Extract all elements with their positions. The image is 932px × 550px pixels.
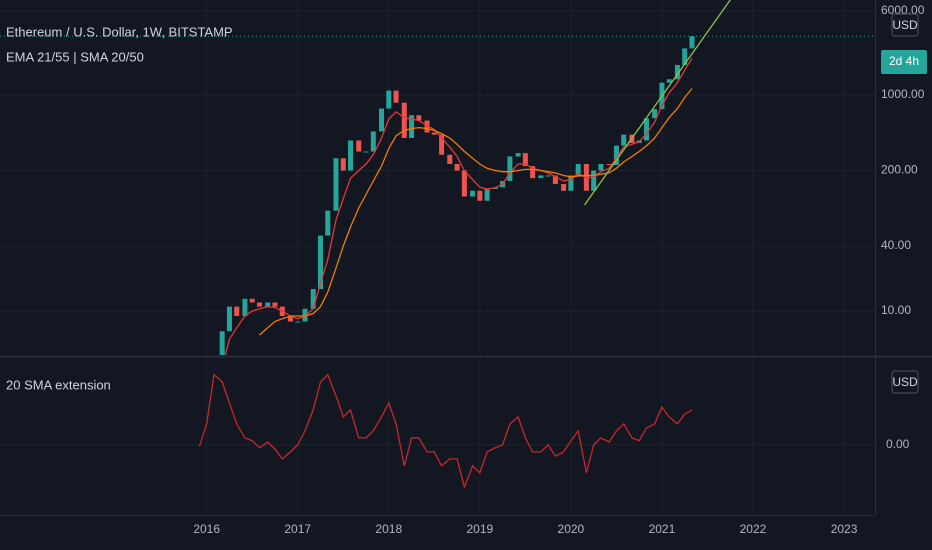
indicator-pane [0, 358, 875, 515]
candle [461, 170, 467, 197]
candle [386, 90, 392, 109]
axes: 2016 2017 2018 2019 2020 2021 2022 2023 10.00 40.… [193, 3, 924, 536]
currency[interactable]: USD [892, 18, 918, 32]
indicator-title: 20 SMA extension [6, 377, 111, 392]
candle [393, 90, 399, 103]
candle [356, 140, 362, 152]
main-pane [0, 0, 875, 355]
candle [484, 188, 490, 201]
candle [477, 190, 483, 201]
candle [310, 289, 316, 309]
candle [265, 302, 271, 307]
candle [295, 321, 301, 323]
moving-average [224, 57, 693, 355]
candle [613, 145, 619, 166]
candle [454, 163, 460, 171]
currency-button[interactable] [891, 370, 919, 394]
x-tick-label: 2019 [466, 522, 493, 536]
y-tick-label: 10.00 [881, 303, 911, 317]
chart-title: Ethereum / U.S. Dollar, 1W, BITSTAMP [6, 24, 233, 39]
x-tick-label: 2023 [831, 522, 858, 536]
candle [682, 48, 688, 65]
candle [256, 302, 262, 307]
countdown: 2d 4h [889, 54, 919, 68]
candle [348, 140, 354, 171]
candle [621, 134, 627, 146]
candle [561, 184, 567, 191]
candle [598, 163, 604, 171]
candle [666, 79, 672, 83]
candle [340, 158, 346, 171]
candle [674, 64, 680, 80]
candle [552, 175, 558, 185]
candle [515, 153, 521, 157]
y-tick-label: 0.00 [886, 437, 910, 451]
candle [226, 306, 232, 332]
candle [416, 115, 422, 121]
study-label: EMA 21/55 | SMA 20/50 [6, 49, 144, 64]
candle [272, 302, 278, 307]
candle [287, 316, 293, 322]
candle [249, 298, 255, 303]
x-tick-label: 2017 [284, 522, 311, 536]
candle [242, 298, 248, 317]
candle [363, 151, 369, 153]
y-tick-label: 1000.00 [881, 87, 925, 101]
trendline [583, 0, 731, 206]
currency[interactable]: USD [892, 375, 918, 389]
candle [583, 163, 589, 191]
extension-line [198, 373, 693, 490]
candle [219, 331, 225, 355]
candle [652, 109, 658, 119]
moving-average [259, 88, 693, 336]
candle [333, 158, 339, 211]
candle [575, 163, 581, 176]
candle [591, 170, 597, 191]
candle [370, 131, 376, 152]
candle [689, 36, 695, 49]
candle [522, 153, 528, 167]
candle [317, 235, 323, 290]
x-tick-label: 2021 [649, 522, 676, 536]
candle [470, 190, 476, 197]
candle [447, 154, 453, 164]
candle [431, 132, 437, 135]
candle [401, 102, 407, 139]
candle [606, 163, 612, 166]
x-tick-label: 2016 [193, 522, 220, 536]
candle [325, 210, 331, 236]
candle [530, 166, 536, 179]
y-tick-label: 200.00 [881, 163, 918, 177]
x-tick-label: 2018 [375, 522, 402, 536]
candle [379, 108, 385, 132]
candle [409, 115, 415, 139]
candle [538, 175, 544, 179]
candle [234, 306, 240, 317]
candle [439, 134, 445, 155]
candle [507, 156, 513, 182]
candle [643, 118, 649, 141]
candle [568, 175, 574, 191]
x-tick-label: 2022 [740, 522, 767, 536]
candle [545, 175, 551, 177]
currency-button[interactable] [891, 13, 919, 37]
candle [424, 120, 430, 133]
x-tick-label: 2020 [558, 522, 585, 536]
countdown-box [881, 50, 927, 74]
y-tick-label: 40.00 [881, 238, 911, 252]
